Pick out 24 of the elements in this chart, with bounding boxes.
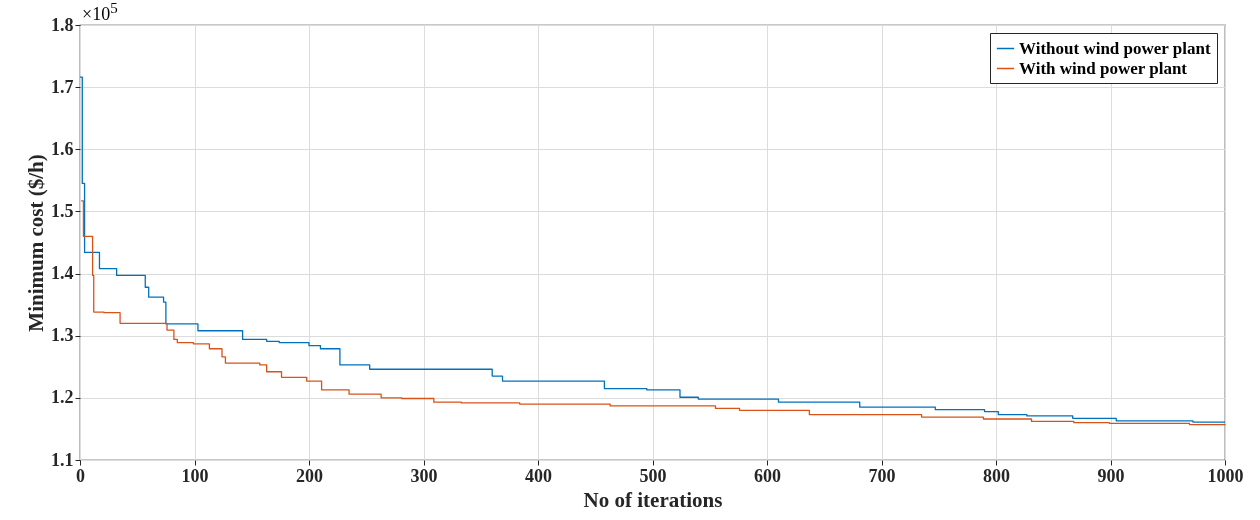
x-tick-label: 200 (296, 465, 323, 486)
x-tick-label: 400 (525, 465, 552, 486)
x-tick-label: 300 (410, 465, 438, 486)
x-tick-label: 500 (639, 465, 667, 486)
y-tick-label: 1.6 (51, 138, 74, 159)
y-tick-label: 1.8 (51, 14, 74, 35)
legend-label: With wind power plant (1019, 58, 1188, 78)
x-tick-label: 0 (76, 465, 85, 486)
y-tick-label: 1.2 (51, 387, 74, 408)
text: ×10$^{5}$ (82, 0, 118, 25)
x-axis-title: No of iterations (583, 487, 723, 512)
y-tick-label: 1.7 (51, 76, 74, 97)
y-tick-label: 1.4 (51, 263, 74, 284)
x-tick-label: 700 (868, 465, 896, 486)
x-tick-label: 1000 (1207, 465, 1244, 486)
legend-label: Without wind power plant (1019, 38, 1211, 58)
y-tick-label: 1.3 (51, 325, 74, 346)
x-tick-label: 900 (1097, 465, 1125, 486)
x-tick-label: 800 (983, 465, 1010, 486)
y-tick-label: 1.1 (51, 449, 74, 470)
y-axis-title: Minimum cost ($/h) (24, 154, 48, 332)
x-tick-label: 600 (754, 465, 781, 486)
x-tick-label: 100 (181, 465, 209, 486)
y-tick-label: 1.5 (51, 200, 74, 221)
